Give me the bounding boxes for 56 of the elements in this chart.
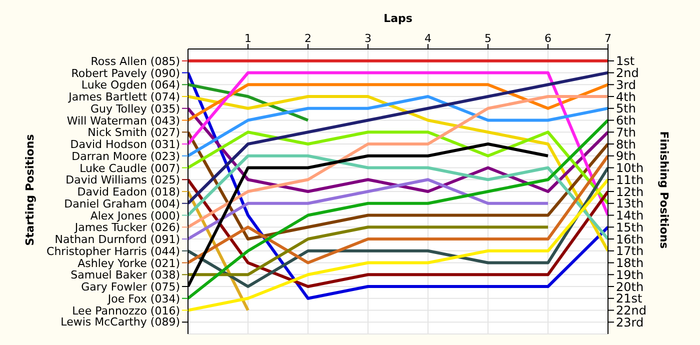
legend-label: James Tucker (026)	[74, 221, 180, 234]
y2-tick-label: 17th	[616, 244, 644, 258]
legend-label: Nathan Durnford (091)	[54, 233, 180, 246]
x-axis-title: Laps	[384, 12, 412, 25]
y2-tick-label: 23rd	[616, 315, 644, 330]
y2-tick-label: 4th	[616, 90, 636, 104]
legend-label: Joe Fox (034)	[106, 292, 180, 306]
y2-tick-label: 8th	[616, 137, 636, 152]
y2-tick-label: 12th	[616, 184, 644, 199]
y2-tick-label: 19th	[616, 268, 644, 282]
y2-tick-label: 9th	[616, 149, 636, 164]
legend-label: James Bartlett (074)	[68, 90, 180, 104]
x-tick-label: 7	[604, 32, 612, 45]
legend-label: David Hodson (031)	[70, 138, 180, 151]
legend-label: Robert Pavely (090)	[71, 66, 180, 80]
y2-tick-label: 6th	[616, 114, 636, 128]
y2-tick-label: 21st	[616, 292, 643, 306]
y2-tick-label: 22nd	[616, 304, 646, 318]
legend-label: Ashley Yorke (021)	[78, 256, 180, 270]
y2-tick-label: 16th	[616, 232, 644, 246]
x-tick-label: 3	[364, 32, 372, 45]
text: Lewis McCarthy (089)	[60, 316, 180, 329]
y2-axis-title: Finishing Positions	[658, 131, 670, 249]
legend-label: David Williams (025)	[66, 174, 180, 187]
legend-label: Luke Caudle (007)	[80, 162, 180, 175]
y2-tick-label: 2nd	[616, 66, 639, 80]
y2-tick-label: 10th	[616, 161, 644, 176]
legend-label: Lee Pannozzo (016)	[72, 304, 180, 318]
x-tick-label: 5	[484, 32, 492, 45]
legend-label: Ross Allen (085)	[90, 54, 180, 68]
x-tick-label: 2	[304, 32, 312, 45]
legend-label: Nick Smith (027)	[88, 126, 180, 140]
legend-label: Samuel Baker (038)	[70, 268, 180, 282]
y2-tick-label: 15th	[616, 220, 644, 234]
y2-tick-label: 14th	[616, 208, 644, 223]
legend-label: Darran Moore (023)	[72, 150, 180, 163]
y2-tick-label: 18th	[616, 256, 644, 270]
x-tick-label: 4	[424, 32, 432, 45]
y2-tick-label: 5th	[616, 102, 636, 116]
legend-label: Gary Fowler (075)	[81, 280, 180, 294]
x-tick-label: 1	[244, 32, 252, 45]
legend-title: Starting Positions	[24, 134, 36, 246]
legend-label: Will Waterman (043)	[66, 114, 180, 128]
y2-tick-label: 20th	[616, 280, 644, 294]
legend-label: David Eadon (018)	[77, 186, 180, 198]
y2-tick-label: 3rd	[616, 78, 636, 92]
y2-tick-label: 11th	[616, 172, 644, 187]
legend-label: Luke Ogden (064)	[81, 78, 180, 92]
y2-tick-label: 1st	[616, 54, 635, 68]
y2-tick-label: 7th	[616, 125, 636, 140]
legend-label: Alex Jones (000)	[90, 209, 180, 222]
y2-tick-label: 13th	[616, 196, 644, 211]
legend-label: Guy Tolley (035)	[90, 102, 180, 116]
legend-label: Christopher Harris (044)	[46, 244, 180, 258]
legend-label: Daniel Graham (004)	[64, 197, 180, 210]
x-tick-label: 6	[544, 32, 552, 45]
